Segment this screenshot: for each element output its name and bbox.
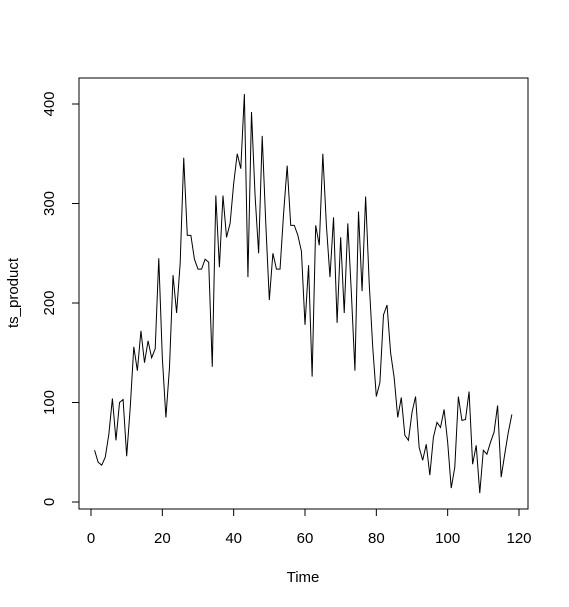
y-tick-label: 400	[41, 91, 58, 116]
x-axis-label: Time	[287, 569, 320, 586]
y-tick-label: 0	[41, 498, 58, 506]
x-tick-label: 20	[154, 530, 171, 547]
y-tick-label: 100	[41, 390, 58, 415]
x-tick-label: 0	[87, 530, 95, 547]
x-tick-label: 100	[435, 530, 460, 547]
x-axis: 0 20 40 60 80 100 120	[87, 508, 532, 547]
y-axis: 0 100 200 300 400	[41, 91, 80, 506]
series-line	[94, 94, 513, 494]
y-tick-label: 200	[41, 290, 58, 315]
x-tick-label: 40	[225, 530, 242, 547]
y-axis-label: ts_product	[5, 257, 22, 328]
y-tick-label: 300	[41, 191, 58, 216]
x-tick-label: 60	[297, 530, 314, 547]
x-tick-label: 120	[506, 530, 531, 547]
x-tick-label: 80	[368, 530, 385, 547]
